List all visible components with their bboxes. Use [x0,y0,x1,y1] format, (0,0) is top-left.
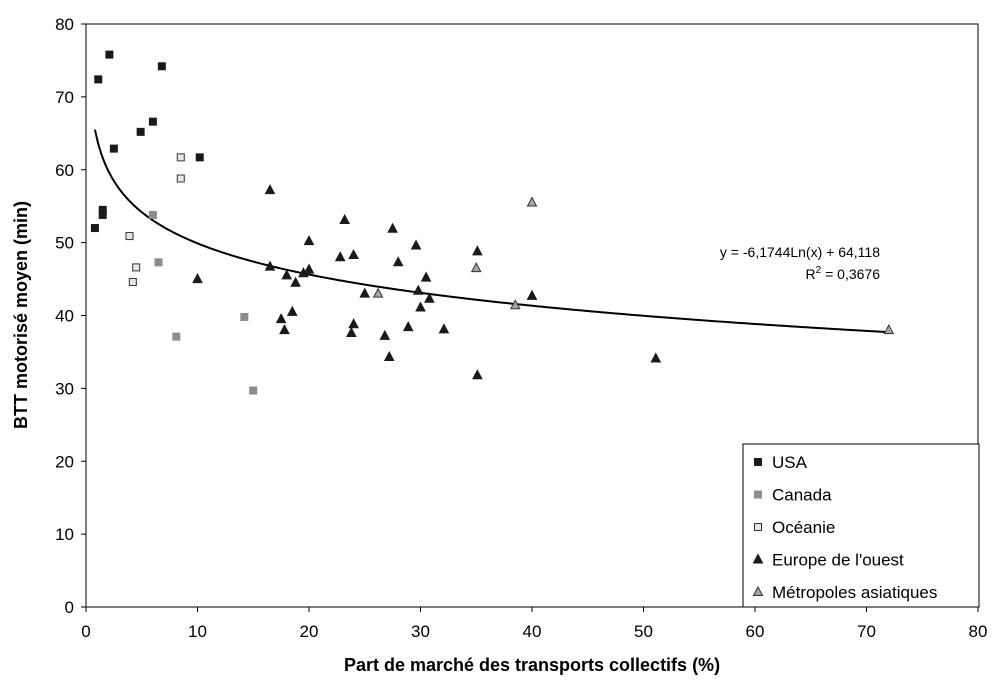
y-tick-label: 10 [55,525,74,544]
data-point-series-1 [249,386,258,395]
y-tick-label: 0 [65,598,74,617]
data-point-series-3 [438,323,450,334]
data-point-series-2 [125,232,134,241]
data-point-series-0 [148,117,157,126]
legend-marker-1 [754,490,762,499]
data-point-series-3 [420,271,432,282]
data-point-series-3 [387,222,398,233]
x-tick-label: 60 [746,622,765,641]
data-point-series-1 [240,312,249,321]
data-point-series-3 [348,318,359,329]
data-point-series-1 [148,210,157,219]
y-tick-label: 70 [55,88,74,107]
data-point-series-3 [290,276,301,287]
legend-marker-4 [752,585,764,596]
y-tick-label: 50 [55,234,74,253]
y-tick-label: 60 [55,161,74,180]
data-point-series-3 [415,301,426,312]
data-point-series-3 [279,324,290,335]
legend-marker-3 [752,553,764,564]
trendline [93,129,889,334]
x-axis-title: Part de marché des transports collectifs… [344,655,720,675]
data-point-series-0 [195,153,204,162]
data-points [90,50,895,395]
legend-label-2: Océanie [772,518,835,537]
r2-superscript: 2 [816,265,822,276]
data-point-series-2 [128,277,137,286]
data-point-series-3 [402,321,414,332]
legend-label-1: Canada [772,486,832,505]
data-point-series-3 [275,313,287,324]
data-point-series-0 [98,205,107,214]
data-point-series-3 [359,287,371,298]
data-point-series-3 [286,305,298,316]
data-point-series-3 [348,248,359,260]
data-point-series-4 [883,324,895,335]
x-tick-label: 80 [969,622,988,641]
legend-marker-0 [754,458,762,466]
data-point-series-0 [109,144,118,153]
data-point-series-4 [372,287,384,298]
data-point-series-0 [157,62,166,71]
data-point-series-4 [526,196,538,207]
data-point-series-3 [281,269,293,280]
legend-label-3: Europe de l'ouest [772,551,904,570]
data-point-series-0 [136,127,145,136]
r2-prefix: R [806,266,816,282]
data-point-series-1 [172,332,181,341]
data-point-series-3 [303,235,315,246]
data-point-series-3 [339,213,351,225]
data-point-series-0 [90,224,99,233]
data-point-series-2 [176,153,185,162]
legend-marker-2 [754,523,762,531]
y-tick-label: 80 [55,15,74,34]
data-point-series-3 [379,329,391,340]
trendline-r2: R2 = 0,3676 [806,265,881,282]
legend: USA Canada Océanie Europe de l'ouest Métropo… [742,443,980,608]
x-tick-label: 10 [188,622,207,641]
data-point-series-3 [410,239,422,250]
data-point-series-3 [334,251,346,262]
data-point-series-2 [132,263,141,272]
data-point-series-3 [392,256,404,267]
data-point-series-2 [176,174,185,183]
legend-label-0: USA [772,453,808,472]
data-point-series-3 [383,350,395,362]
x-tick-label: 50 [634,622,653,641]
data-point-series-3 [303,263,315,274]
x-tick-label: 0 [81,622,90,641]
data-point-series-3 [526,289,538,300]
data-point-series-3 [264,260,276,271]
y-tick-label: 40 [55,307,74,326]
x-tick-label: 20 [300,622,319,641]
x-tick-label: 30 [411,622,430,641]
data-point-series-3 [472,245,483,256]
x-tick-label: 40 [523,622,542,641]
x-tick-label: 70 [857,622,876,641]
data-point-series-0 [105,50,114,59]
data-point-series-3 [412,284,424,295]
data-point-series-1 [154,258,163,267]
trendline-equation: y = -6,1744Ln(x) + 64,118 [720,244,880,260]
data-point-series-4 [509,299,521,310]
y-tick-label: 30 [55,379,74,398]
data-point-series-3 [346,326,357,337]
data-point-series-3 [264,184,276,195]
data-point-series-4 [470,262,482,273]
r2-value: = 0,3676 [821,266,880,282]
legend-label-4: Métropoles asiatiques [772,583,937,602]
x-axis: 0 10 20 30 40 50 60 70 80 [81,607,987,641]
y-axis: 0 10 20 30 40 50 60 70 80 [55,15,86,617]
data-point-series-3 [424,292,435,303]
data-point-series-3 [472,369,483,380]
data-point-series-3 [650,352,662,363]
legend-box [742,443,980,608]
y-tick-label: 20 [55,452,74,471]
data-point-series-3 [192,272,203,284]
data-point-series-0 [94,75,103,84]
y-axis-title: BTT motorisé moyen (min) [11,201,31,429]
